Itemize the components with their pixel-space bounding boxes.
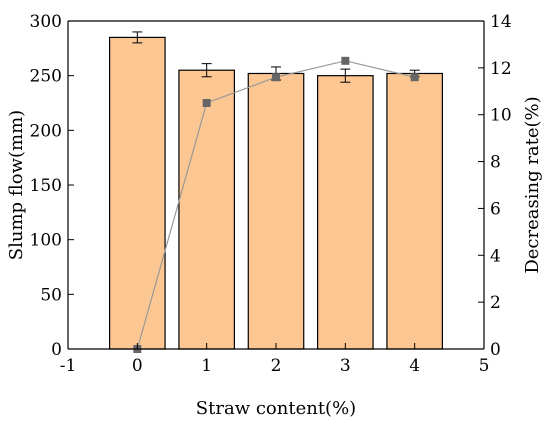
y-tick-label-right-4: 8	[490, 153, 501, 173]
y-tick-label-left-4: 200	[30, 121, 62, 141]
y-tick-label-right-0: 0	[490, 340, 501, 360]
bar-2	[247, 72, 305, 350]
y-tick-label-right-6: 12	[490, 59, 512, 79]
y-tick-label-right-2: 4	[490, 246, 501, 266]
error-bar-1	[201, 63, 212, 78]
y-tick-label-left-6: 300	[30, 12, 62, 32]
axes-group	[67, 20, 485, 350]
bar-3	[317, 75, 374, 350]
x-tick-label-3: 2	[271, 356, 282, 376]
bar-1	[178, 69, 236, 350]
decreasing-rate-point-3	[341, 56, 350, 65]
y-tick-label-left-0: 0	[51, 340, 62, 360]
y-tick-label-left-3: 150	[30, 176, 62, 196]
y-tick-label-right-5: 10	[490, 106, 512, 126]
bar-0	[108, 36, 166, 350]
x-tick-label-4: 3	[340, 356, 351, 376]
x-tick-label-2: 1	[201, 356, 212, 376]
y-tick-label-left-1: 50	[40, 285, 62, 305]
y-axis-title-left: Slump flow(mm)	[6, 110, 27, 260]
y-tick-label-right-3: 6	[490, 199, 501, 219]
x-tick-label-0: -1	[60, 356, 77, 376]
y-axis-title-right: Decreasing rate(%)	[522, 96, 543, 273]
decreasing-rate-point-4	[410, 73, 419, 82]
y-tick-label-right-7: 14	[490, 12, 512, 32]
y-tick-label-left-5: 250	[30, 67, 62, 87]
bars-group	[108, 36, 443, 350]
y-tick-label-left-2: 100	[30, 231, 62, 251]
error-bar-0	[132, 31, 143, 44]
x-tick-label-1: 0	[132, 356, 143, 376]
bar-4	[386, 72, 443, 350]
x-axis-title: Straw content(%)	[196, 398, 356, 419]
x-tick-label-6: 5	[479, 356, 490, 376]
decreasing-rate-point-1	[202, 99, 211, 107]
decreasing-rate-point-2	[272, 73, 280, 82]
x-tick-label-5: 4	[409, 356, 420, 376]
y-tick-label-right-1: 2	[490, 293, 501, 313]
error-bar-3	[340, 68, 351, 83]
